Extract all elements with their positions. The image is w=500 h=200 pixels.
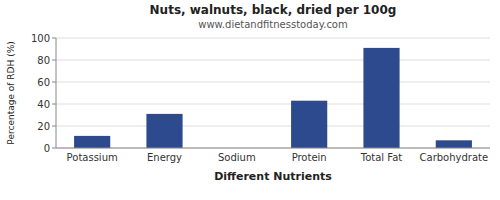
subtitle: www.dietandfitnesstoday.com (198, 19, 347, 30)
bar (291, 101, 327, 148)
y-axis-line (56, 38, 57, 148)
x-tick-label: Total Fat (360, 152, 402, 163)
y-tick-label: 20 (37, 121, 50, 132)
x-tick-label: Energy (147, 152, 182, 163)
y-tick (52, 60, 56, 61)
y-tick-label: 80 (37, 55, 50, 66)
y-tick-label: 100 (31, 33, 50, 44)
x-tick-label: Carbohydrate (420, 152, 489, 163)
bar (363, 48, 399, 148)
y-tick-label: 0 (44, 143, 50, 154)
y-tick (52, 104, 56, 105)
x-tick-label: Protein (292, 152, 327, 163)
grid-line (56, 82, 490, 83)
grid-line (56, 104, 490, 105)
x-tick-label: Sodium (218, 152, 256, 163)
chart: Nuts, walnuts, black, dried per 100g www.… (0, 0, 500, 200)
y-axis-label: Percentage of RDH (%) (6, 41, 16, 144)
y-axis: 0 20 40 60 80 100 (31, 33, 490, 154)
x-axis: Potassium Energy Sodium Protein Total Fat Car… (67, 152, 489, 163)
y-tick (52, 38, 56, 39)
grid-line (56, 148, 490, 149)
y-tick-label: 40 (37, 99, 50, 110)
grid-line (56, 38, 490, 39)
y-tick (52, 82, 56, 83)
x-axis-label: Different Nutrients (214, 170, 332, 183)
y-tick-label: 60 (37, 77, 50, 88)
bar (74, 136, 110, 148)
grid-line (56, 60, 490, 61)
bars (74, 48, 472, 148)
chart-container: Nuts, walnuts, black, dried per 100g www.… (0, 0, 500, 200)
title: Nuts, walnuts, black, dried per 100g (150, 3, 397, 17)
bar (436, 140, 472, 148)
y-tick (52, 148, 56, 149)
x-axis-line (56, 148, 490, 149)
x-tick-label: Potassium (67, 152, 118, 163)
grid-line (56, 126, 490, 127)
y-tick (52, 126, 56, 127)
bar (146, 114, 182, 148)
